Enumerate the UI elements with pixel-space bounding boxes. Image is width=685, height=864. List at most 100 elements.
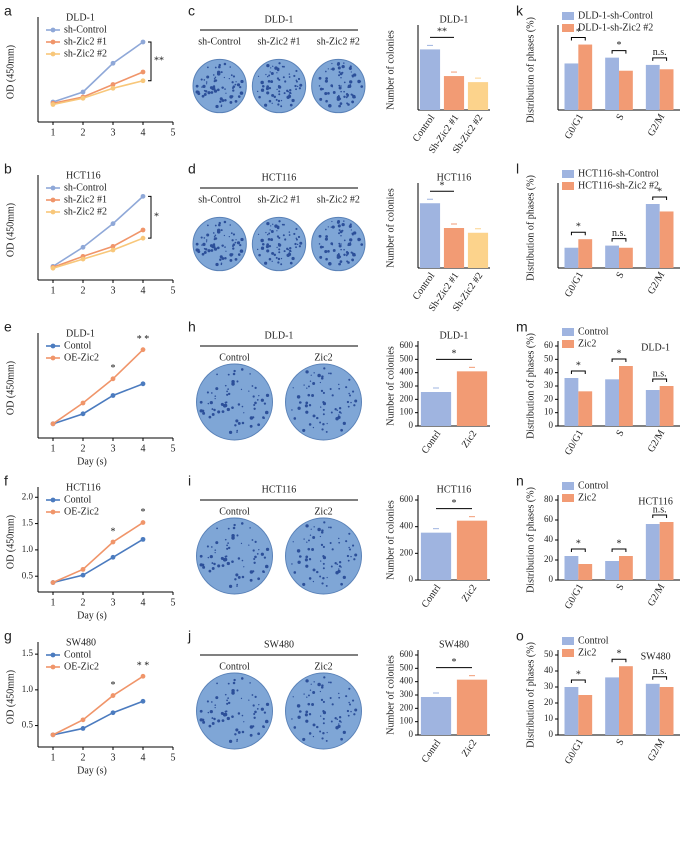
point [80, 717, 86, 723]
colony [266, 63, 270, 68]
legend-label: Control [578, 326, 609, 337]
bar [578, 239, 593, 268]
colony [319, 87, 323, 91]
x-tick-label: 5 [171, 443, 176, 454]
x-tick-label: G2/M [646, 428, 668, 454]
bracket [652, 676, 668, 680]
colony [249, 373, 251, 375]
colony [243, 566, 245, 568]
colony [321, 428, 324, 431]
colony [342, 575, 346, 580]
colony [208, 569, 212, 573]
bar [420, 697, 452, 735]
annotation: * [617, 348, 622, 359]
colony [304, 558, 308, 562]
colony [280, 99, 283, 102]
panel-letter: o [516, 628, 524, 644]
colony [220, 402, 224, 406]
chart-title: HCT116 [66, 482, 101, 493]
colony [311, 394, 315, 397]
colony [201, 94, 205, 98]
colony [308, 423, 312, 426]
colony [298, 87, 301, 90]
colony [205, 83, 208, 85]
legend-label: Contol [64, 340, 91, 351]
y-tick-label: 200 [400, 547, 414, 557]
colony [253, 712, 256, 716]
colony [288, 252, 291, 254]
x-tick-label: 4 [141, 597, 146, 608]
colony [293, 74, 296, 78]
colony [213, 717, 216, 721]
legend-label: sh-Control [64, 182, 107, 193]
colony [319, 690, 322, 693]
colony [337, 220, 341, 223]
y-tick-label: 200 [400, 702, 414, 712]
colony [268, 244, 272, 248]
colony [297, 560, 301, 564]
bar [578, 44, 593, 110]
colony [237, 403, 241, 406]
colony [340, 582, 343, 586]
colony [312, 691, 316, 695]
colony [282, 76, 285, 79]
colony [227, 373, 230, 376]
colony [310, 528, 312, 530]
annotation: * [452, 657, 457, 668]
colony [339, 230, 343, 234]
annotation: * [141, 507, 146, 518]
x-tick-label: G0/G1 [563, 737, 586, 766]
dish [192, 58, 247, 114]
colony [316, 416, 319, 420]
bracket [570, 679, 586, 683]
point [80, 244, 86, 250]
annotation: ** [154, 56, 164, 67]
colony [340, 90, 342, 93]
colony [268, 232, 271, 235]
bracket [570, 548, 586, 552]
y-tick-label: 600 [400, 649, 414, 659]
x-tick-label: 4 [141, 752, 146, 763]
colony [219, 255, 223, 259]
colony [207, 91, 211, 95]
colony [293, 571, 297, 574]
colony [348, 701, 350, 704]
colony [276, 77, 280, 80]
colony [226, 716, 230, 721]
point [80, 95, 86, 101]
colony [232, 85, 236, 88]
colony [276, 230, 278, 232]
colony [214, 704, 217, 706]
colony [219, 258, 222, 261]
colony [236, 429, 238, 432]
colony [293, 417, 297, 420]
colony [223, 403, 228, 408]
colony [213, 89, 218, 93]
y-tick-label: 2.0 [22, 491, 34, 501]
legend-label: Zic2 [578, 338, 596, 349]
legend-label: sh-Zic2 #1 [64, 36, 107, 47]
colony [308, 732, 312, 735]
x-tick-label: G0/G1 [563, 582, 586, 611]
point [140, 39, 146, 45]
colony [322, 555, 325, 558]
colony [298, 710, 302, 713]
colony [260, 80, 264, 85]
bar [456, 520, 488, 580]
bracket [652, 196, 668, 200]
point [80, 89, 86, 95]
colony [235, 81, 237, 83]
point [50, 102, 56, 107]
y-axis-label: OD (450mm) [5, 45, 16, 99]
colony [213, 235, 216, 238]
colony [236, 534, 239, 537]
colony [224, 246, 226, 248]
colony [271, 260, 273, 262]
legend-label: OE-Zic2 [64, 506, 99, 517]
colony [323, 521, 326, 524]
colony [348, 378, 351, 381]
colony [328, 372, 330, 375]
colony [278, 248, 281, 251]
colony [241, 559, 244, 562]
bar [420, 392, 452, 426]
